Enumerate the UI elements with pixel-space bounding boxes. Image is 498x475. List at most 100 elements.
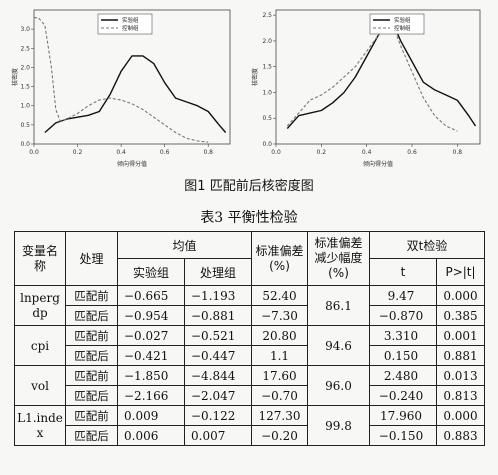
y-tick-label: 2.5 — [262, 12, 272, 19]
std-bias: 1.1 — [251, 345, 309, 366]
treatment-label: 匹配后 — [65, 345, 118, 366]
x-tick-label: 0.0 — [29, 149, 39, 156]
control-mean: −0.122 — [183, 405, 253, 426]
series-line-control — [286, 24, 458, 132]
control-mean: −0.447 — [183, 345, 253, 366]
x-axis-label: 倾向得分值 — [363, 160, 393, 168]
treatment-label: 匹配前 — [65, 325, 118, 346]
y-tick-label: 2.0 — [262, 38, 272, 45]
table-row: 匹配后 −2.166 −2.047 −0.70 −0.240 0.813 — [15, 385, 486, 406]
treated-mean: −2.166 — [117, 385, 185, 406]
bias-reduction: 94.6 — [307, 325, 371, 366]
y-tick-label: 0.0 — [262, 141, 272, 148]
control-mean: −0.881 — [183, 305, 253, 326]
x-tick-label: 0.8 — [453, 149, 463, 156]
y-tick-label: 0.0 — [20, 141, 30, 148]
x-tick-label: 0.4 — [116, 149, 126, 156]
t-stat: −0.870 — [369, 305, 438, 326]
control-mean: −2.047 — [183, 385, 253, 406]
p-value: 0.000 — [436, 285, 486, 306]
treatment-label: 匹配前 — [65, 365, 118, 386]
legend-label: 控制组 — [394, 24, 411, 32]
x-tick-label: 0.8 — [203, 149, 213, 156]
treatment-label: 匹配前 — [65, 285, 118, 306]
table-row: cpi 匹配前 −0.027 −0.521 20.80 94.6 3.310 0… — [14, 325, 486, 366]
table-row: 匹配后 0.006 0.007 −0.20 −0.150 0.883 — [15, 425, 486, 446]
variable-name: L1.index — [14, 405, 66, 446]
x-tick-label: 0.4 — [362, 149, 372, 156]
kde-before-panel: 0.0 0.2 0.4 0.6 0.8 0.0 0.5 1.0 1.5 2.0 2.5 3.0 倾向得分… — [10, 4, 240, 174]
x-tick-label: 0.2 — [73, 149, 83, 156]
treatment-label: 匹配后 — [65, 305, 118, 326]
figure-caption: 图1 匹配前后核密度图 — [184, 179, 314, 194]
treatment-label: 匹配前 — [65, 405, 118, 426]
p-value: 0.013 — [436, 365, 486, 386]
treated-mean: −0.421 — [117, 345, 185, 366]
t-stat: −0.240 — [369, 385, 438, 406]
y-tick-label: 0.5 — [20, 122, 30, 129]
header-treatment: 处理 — [65, 231, 118, 286]
header-ttest: 双t检验 — [369, 231, 486, 259]
t-stat: 3.310 — [369, 325, 438, 346]
t-stat: 17.960 — [369, 405, 438, 426]
kde-after-chart: 0.0 0.2 0.4 0.6 0.8 0.0 0.5 1.0 1.5 2.0 2.5 倾向得分值 核密… — [251, 9, 481, 168]
header-p: P>|t| — [436, 258, 486, 286]
std-bias: 20.80 — [251, 325, 309, 346]
series-line-treated — [44, 55, 227, 134]
y-tick-label: 0.5 — [262, 115, 272, 122]
bias-reduction: 96.0 — [307, 365, 371, 406]
balance-test-table: 变量名称 处理 均值 标准偏差(%) 标准偏差减少幅度(%) 双t检验 实验组 … — [14, 231, 486, 446]
treated-mean: −0.027 — [117, 325, 185, 346]
x-tick-label: 0.6 — [407, 149, 417, 156]
header-variable: 变量名称 — [14, 231, 66, 286]
header-t: t — [369, 258, 438, 286]
p-value: 0.001 — [436, 325, 486, 346]
x-tick-label: 0.6 — [160, 149, 170, 156]
bias-reduction: 86.1 — [307, 285, 371, 326]
plot-frame — [33, 9, 231, 145]
variable-name: lnpergdp — [14, 285, 66, 326]
p-value: 0.000 — [436, 405, 486, 426]
table-row: 匹配后 −0.954 −0.881 −7.30 −0.870 0.385 — [15, 305, 486, 326]
treated-mean: −1.850 — [117, 365, 185, 386]
treated-mean: 0.009 — [117, 405, 185, 426]
t-stat: 9.47 — [369, 285, 438, 306]
control-mean: −4.844 — [183, 365, 253, 386]
legend-label: 实验组 — [122, 16, 139, 24]
y-axis-label: 核密度 — [251, 68, 259, 86]
std-bias: −0.70 — [251, 385, 309, 406]
table-caption: 表3 平衡性检验 — [200, 210, 298, 226]
header-mean: 均值 — [116, 231, 253, 259]
treatment-label: 匹配后 — [65, 425, 118, 446]
series-line-treated — [286, 24, 477, 129]
treatment-label: 匹配后 — [65, 385, 118, 406]
p-value: 0.385 — [436, 305, 486, 326]
table-row: lnpergdp 匹配前 −0.665 −1.193 52.40 86.1 9.… — [14, 285, 486, 326]
bias-reduction: 99.8 — [307, 405, 371, 446]
table-row: 匹配后 −0.421 −0.447 1.1 0.150 0.881 — [15, 345, 486, 366]
legend-label: 控制组 — [122, 24, 139, 32]
std-bias: 127.30 — [251, 405, 309, 426]
variable-name: vol — [14, 365, 66, 406]
header-treated: 实验组 — [117, 258, 185, 286]
y-tick-label: 3.0 — [20, 26, 30, 33]
t-stat: 0.150 — [369, 345, 438, 366]
legend-label: 实验组 — [394, 16, 411, 24]
kde-after-panel: 0.0 0.2 0.4 0.6 0.8 0.0 0.5 1.0 1.5 2.0 2.5 倾向得分值 核密… — [250, 4, 490, 174]
std-bias: 17.60 — [251, 365, 309, 386]
treated-mean: 0.006 — [117, 425, 185, 446]
header-std-bias: 标准偏差(%) — [251, 231, 309, 286]
std-bias: −0.20 — [251, 425, 309, 446]
t-stat: −0.150 — [369, 425, 438, 446]
treated-mean: −0.954 — [117, 305, 185, 326]
series-line-control — [34, 17, 209, 143]
y-axis-label: 核密度 — [11, 68, 19, 86]
header-control: 处理组 — [183, 258, 253, 286]
std-bias: 52.40 — [251, 285, 309, 306]
y-tick-label: 1.5 — [262, 64, 272, 71]
y-tick-label: 2.5 — [20, 45, 30, 52]
std-bias: −7.30 — [251, 305, 309, 326]
control-mean: 0.007 — [183, 425, 253, 446]
legend-box — [97, 13, 153, 35]
p-value: 0.813 — [436, 385, 486, 406]
